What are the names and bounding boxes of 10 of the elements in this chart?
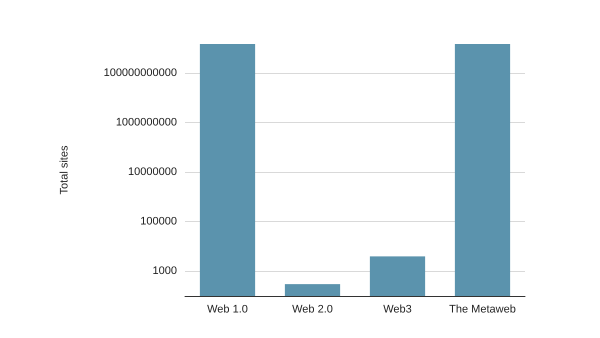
y-tick-label: 10000000: [128, 166, 177, 178]
x-tick-label: Web 2.0: [292, 304, 333, 316]
y-axis-title: Total sites: [58, 145, 70, 194]
y-tick-label: 100000: [140, 216, 177, 228]
y-tick-label: 1000000000: [116, 116, 177, 129]
y-tick-label: 1000: [152, 265, 177, 278]
x-tick-label: Web3: [383, 304, 412, 316]
y-tick-label: 100000000000: [104, 67, 177, 80]
x-tick-label: Web 1.0: [207, 304, 248, 316]
x-tick-label: The Metaweb: [449, 304, 516, 316]
